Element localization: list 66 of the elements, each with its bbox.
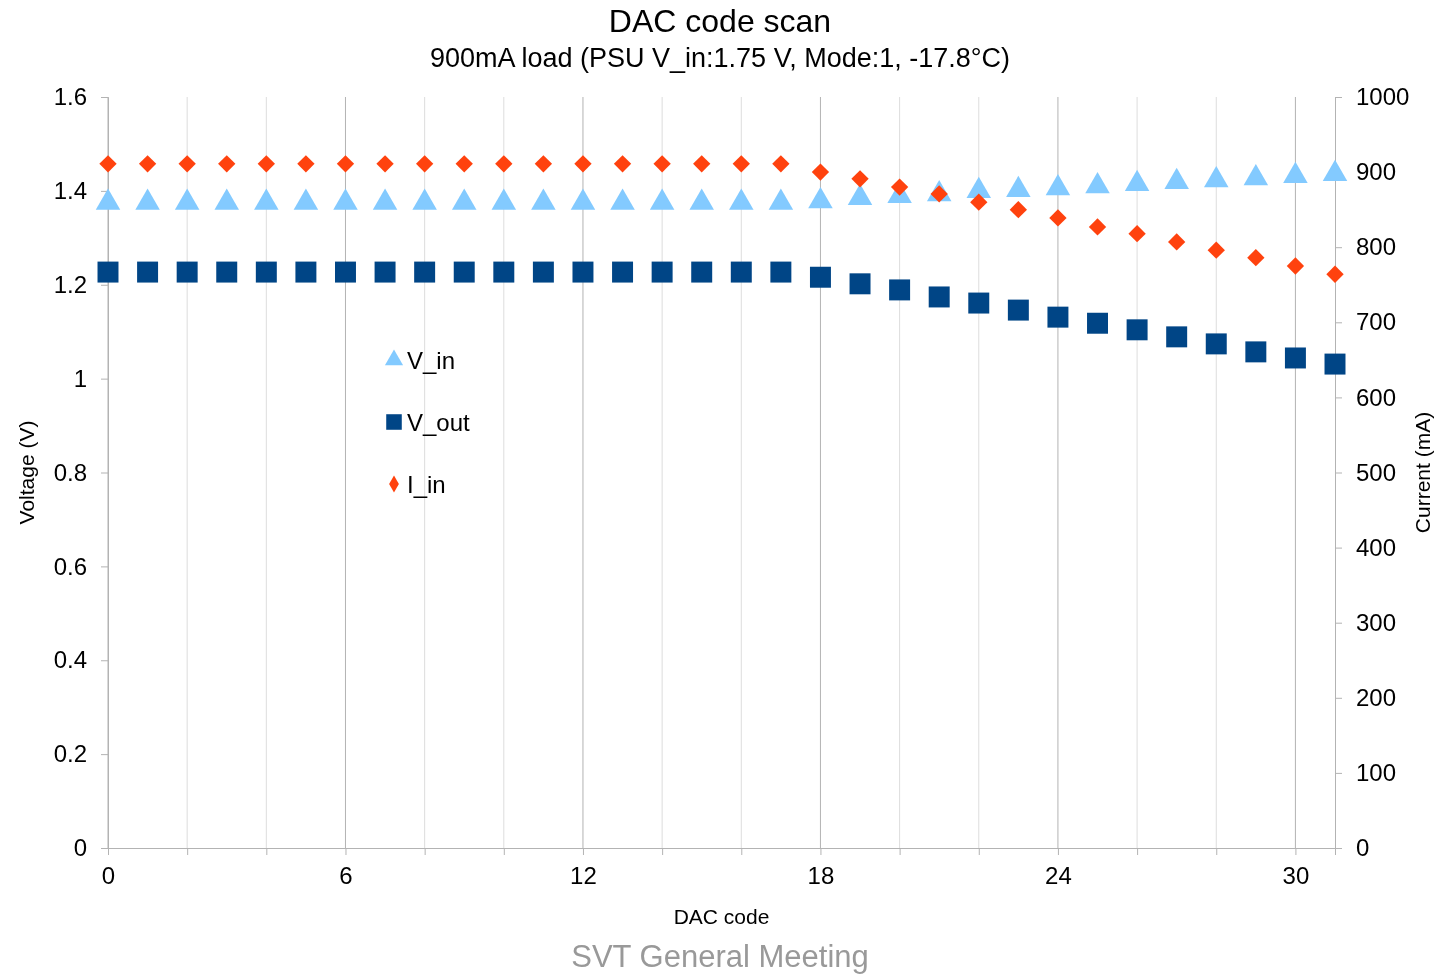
point [574,155,592,173]
point [297,155,315,173]
y-tick-label: 1.2 [53,270,87,298]
x-tick-label: 30 [1282,862,1310,890]
point [732,155,750,173]
x-tick-label: 18 [807,862,835,890]
point [1009,200,1028,219]
y2-tick-label: 900 [1356,158,1397,186]
point [653,155,671,173]
y-tick-label: 1.6 [53,83,87,111]
point [890,178,909,196]
y2-tick-label: 300 [1356,608,1397,636]
y2-tick-label: 400 [1356,533,1397,561]
point [415,155,434,173]
x-tick-label: 12 [570,862,597,890]
point [693,155,711,173]
y-tick-label: 1.4 [53,177,87,205]
point [257,155,275,173]
text: SVT General Meeting [571,939,869,974]
legend-label: V_out [407,409,471,436]
point [970,193,988,211]
point [99,155,117,173]
point [455,155,473,173]
point [1168,233,1186,251]
point [1128,225,1146,243]
point [1207,241,1225,259]
point [178,155,196,173]
y2-tick-label: 1000 [1356,83,1410,111]
y-tick-label: 0.8 [53,458,87,486]
y-tick-label: 0.2 [53,740,87,768]
x-axis-title: DAC code [673,905,770,928]
legend-label: I_in [407,471,446,498]
y-tick-label: 0 [73,834,87,862]
point [1247,249,1265,267]
y2-tick-label: 500 [1356,458,1397,486]
y2-tick-label: 200 [1356,683,1397,711]
point [1088,218,1107,236]
x-tick-label: 24 [1045,862,1072,890]
y2-tick-label: 100 [1356,759,1397,787]
point [851,170,869,188]
y2-tick-label: 0 [1356,834,1370,862]
point [534,155,553,173]
point [138,155,157,173]
point [1049,209,1067,227]
y2-axis-title: Current (mA) [1411,411,1434,534]
point [495,155,513,173]
y2-tick-label: 700 [1356,308,1397,336]
point [772,155,790,173]
y-axis-title: Voltage (V) [15,420,38,525]
chart-title: DAC code scan [608,3,832,39]
point [336,155,355,173]
y-tick-label: 0.6 [53,552,87,580]
y-tick-label: 0.4 [53,646,87,674]
x-tick-label: 0 [101,862,116,890]
y2-tick-label: 600 [1356,383,1397,411]
point [376,155,394,173]
legend-label: V_in [407,347,456,374]
point [1286,257,1305,275]
y2-tick-label: 800 [1356,233,1397,261]
point [218,155,236,173]
y-tick-label: 1 [73,364,87,392]
point [1326,265,1344,283]
point [613,155,632,173]
chart-subtitle: 900mA load (PSU V_in:1.75 V, Mode:1, -17.8°C) [429,43,1011,73]
point [811,163,830,181]
x-tick-label: 6 [339,862,353,890]
